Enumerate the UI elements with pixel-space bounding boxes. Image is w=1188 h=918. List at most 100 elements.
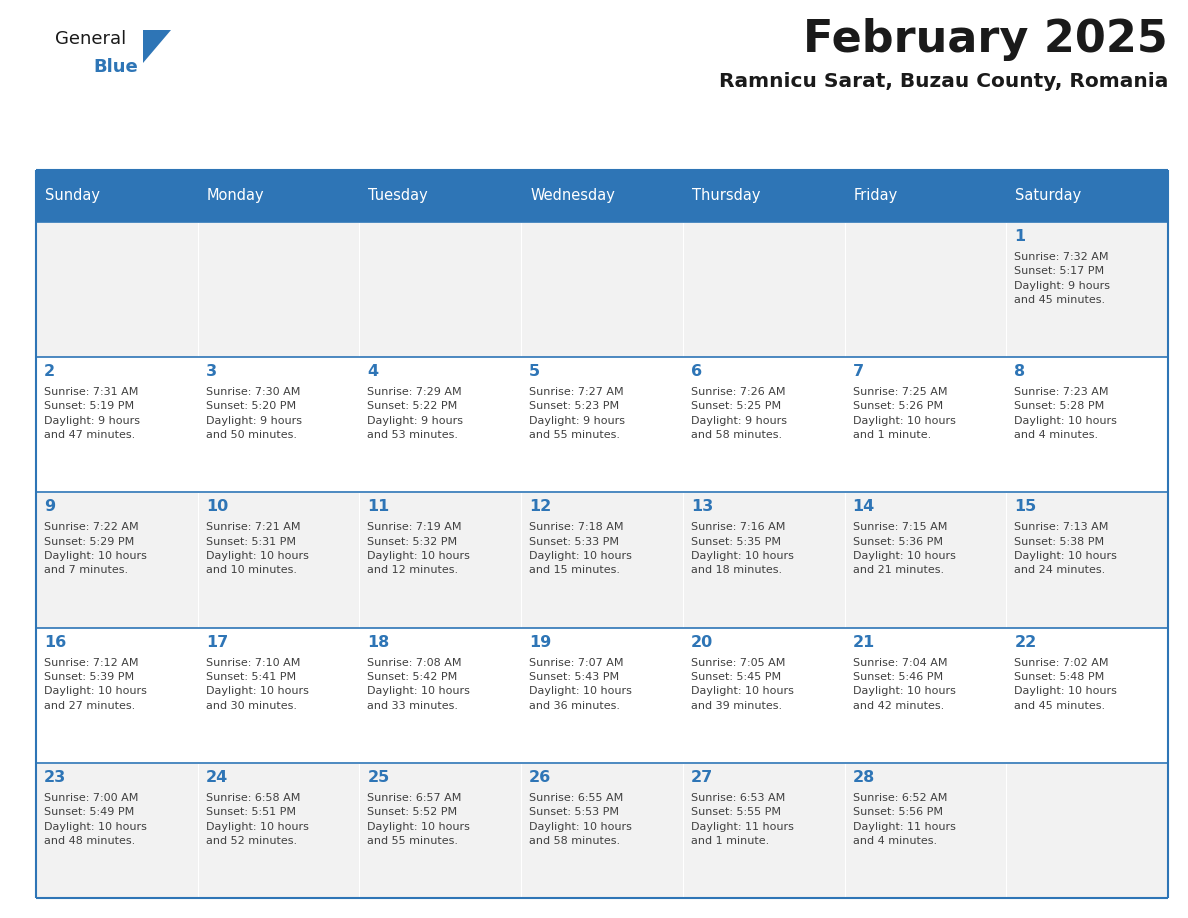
Text: 2: 2: [44, 364, 55, 379]
Text: February 2025: February 2025: [803, 18, 1168, 61]
Bar: [36, 492, 197, 628]
Text: Sunrise: 7:23 AM
Sunset: 5:28 PM
Daylight: 10 hours
and 4 minutes.: Sunrise: 7:23 AM Sunset: 5:28 PM Dayligh…: [1015, 387, 1117, 441]
Bar: [197, 628, 360, 763]
Bar: [197, 763, 360, 898]
Text: 11: 11: [367, 499, 390, 514]
Bar: [522, 357, 683, 492]
Bar: [845, 628, 1006, 763]
Bar: [522, 628, 683, 763]
Text: Sunrise: 7:08 AM
Sunset: 5:42 PM
Daylight: 10 hours
and 33 minutes.: Sunrise: 7:08 AM Sunset: 5:42 PM Dayligh…: [367, 657, 470, 711]
Bar: [360, 170, 522, 222]
Text: Sunrise: 6:58 AM
Sunset: 5:51 PM
Daylight: 10 hours
and 52 minutes.: Sunrise: 6:58 AM Sunset: 5:51 PM Dayligh…: [206, 793, 309, 846]
Bar: [845, 357, 1006, 492]
Text: Sunrise: 7:31 AM
Sunset: 5:19 PM
Daylight: 9 hours
and 47 minutes.: Sunrise: 7:31 AM Sunset: 5:19 PM Dayligh…: [44, 387, 140, 441]
Bar: [845, 492, 1006, 628]
Text: Sunrise: 6:55 AM
Sunset: 5:53 PM
Daylight: 10 hours
and 58 minutes.: Sunrise: 6:55 AM Sunset: 5:53 PM Dayligh…: [529, 793, 632, 846]
Bar: [683, 170, 845, 222]
Bar: [1006, 763, 1168, 898]
Text: Sunrise: 7:10 AM
Sunset: 5:41 PM
Daylight: 10 hours
and 30 minutes.: Sunrise: 7:10 AM Sunset: 5:41 PM Dayligh…: [206, 657, 309, 711]
Text: 14: 14: [853, 499, 874, 514]
Text: 23: 23: [44, 770, 67, 785]
Bar: [197, 357, 360, 492]
Text: 9: 9: [44, 499, 55, 514]
Bar: [845, 222, 1006, 357]
Bar: [36, 222, 197, 357]
Text: Sunrise: 7:29 AM
Sunset: 5:22 PM
Daylight: 9 hours
and 53 minutes.: Sunrise: 7:29 AM Sunset: 5:22 PM Dayligh…: [367, 387, 463, 441]
Text: 25: 25: [367, 770, 390, 785]
Bar: [1006, 170, 1168, 222]
Bar: [36, 763, 197, 898]
Bar: [683, 492, 845, 628]
Bar: [1006, 628, 1168, 763]
Bar: [522, 492, 683, 628]
Text: 3: 3: [206, 364, 217, 379]
Text: 20: 20: [691, 634, 713, 650]
Polygon shape: [143, 30, 171, 63]
Text: 19: 19: [529, 634, 551, 650]
Bar: [1006, 357, 1168, 492]
Bar: [683, 222, 845, 357]
Text: Saturday: Saturday: [1016, 188, 1081, 203]
Bar: [36, 628, 197, 763]
Text: 13: 13: [691, 499, 713, 514]
Bar: [197, 170, 360, 222]
Text: 28: 28: [853, 770, 874, 785]
Text: 4: 4: [367, 364, 379, 379]
Text: 17: 17: [206, 634, 228, 650]
Bar: [522, 222, 683, 357]
Bar: [197, 492, 360, 628]
Text: Sunday: Sunday: [45, 188, 100, 203]
Bar: [1006, 222, 1168, 357]
Text: Sunrise: 7:22 AM
Sunset: 5:29 PM
Daylight: 10 hours
and 7 minutes.: Sunrise: 7:22 AM Sunset: 5:29 PM Dayligh…: [44, 522, 147, 576]
Bar: [36, 170, 197, 222]
Text: 10: 10: [206, 499, 228, 514]
Text: 8: 8: [1015, 364, 1025, 379]
Text: Sunrise: 6:52 AM
Sunset: 5:56 PM
Daylight: 11 hours
and 4 minutes.: Sunrise: 6:52 AM Sunset: 5:56 PM Dayligh…: [853, 793, 955, 846]
Text: Monday: Monday: [207, 188, 265, 203]
Text: Sunrise: 7:00 AM
Sunset: 5:49 PM
Daylight: 10 hours
and 48 minutes.: Sunrise: 7:00 AM Sunset: 5:49 PM Dayligh…: [44, 793, 147, 846]
Text: Sunrise: 7:30 AM
Sunset: 5:20 PM
Daylight: 9 hours
and 50 minutes.: Sunrise: 7:30 AM Sunset: 5:20 PM Dayligh…: [206, 387, 302, 441]
Bar: [845, 763, 1006, 898]
Text: Sunrise: 7:25 AM
Sunset: 5:26 PM
Daylight: 10 hours
and 1 minute.: Sunrise: 7:25 AM Sunset: 5:26 PM Dayligh…: [853, 387, 955, 441]
Text: 12: 12: [529, 499, 551, 514]
Bar: [522, 763, 683, 898]
Text: Sunrise: 7:21 AM
Sunset: 5:31 PM
Daylight: 10 hours
and 10 minutes.: Sunrise: 7:21 AM Sunset: 5:31 PM Dayligh…: [206, 522, 309, 576]
Text: Sunrise: 7:13 AM
Sunset: 5:38 PM
Daylight: 10 hours
and 24 minutes.: Sunrise: 7:13 AM Sunset: 5:38 PM Dayligh…: [1015, 522, 1117, 576]
Text: Sunrise: 7:16 AM
Sunset: 5:35 PM
Daylight: 10 hours
and 18 minutes.: Sunrise: 7:16 AM Sunset: 5:35 PM Dayligh…: [691, 522, 794, 576]
Text: Blue: Blue: [93, 58, 138, 76]
Text: Sunrise: 6:53 AM
Sunset: 5:55 PM
Daylight: 11 hours
and 1 minute.: Sunrise: 6:53 AM Sunset: 5:55 PM Dayligh…: [691, 793, 794, 846]
Text: 27: 27: [691, 770, 713, 785]
Bar: [360, 357, 522, 492]
Text: Sunrise: 7:26 AM
Sunset: 5:25 PM
Daylight: 9 hours
and 58 minutes.: Sunrise: 7:26 AM Sunset: 5:25 PM Dayligh…: [691, 387, 786, 441]
Bar: [360, 222, 522, 357]
Text: Sunrise: 7:02 AM
Sunset: 5:48 PM
Daylight: 10 hours
and 45 minutes.: Sunrise: 7:02 AM Sunset: 5:48 PM Dayligh…: [1015, 657, 1117, 711]
Text: Tuesday: Tuesday: [368, 188, 428, 203]
Text: 26: 26: [529, 770, 551, 785]
Text: Sunrise: 7:04 AM
Sunset: 5:46 PM
Daylight: 10 hours
and 42 minutes.: Sunrise: 7:04 AM Sunset: 5:46 PM Dayligh…: [853, 657, 955, 711]
Text: Sunrise: 7:18 AM
Sunset: 5:33 PM
Daylight: 10 hours
and 15 minutes.: Sunrise: 7:18 AM Sunset: 5:33 PM Dayligh…: [529, 522, 632, 576]
Text: 24: 24: [206, 770, 228, 785]
Text: 18: 18: [367, 634, 390, 650]
Bar: [683, 763, 845, 898]
Bar: [360, 763, 522, 898]
Bar: [683, 628, 845, 763]
Text: Sunrise: 7:32 AM
Sunset: 5:17 PM
Daylight: 9 hours
and 45 minutes.: Sunrise: 7:32 AM Sunset: 5:17 PM Dayligh…: [1015, 252, 1111, 305]
Text: Ramnicu Sarat, Buzau County, Romania: Ramnicu Sarat, Buzau County, Romania: [719, 72, 1168, 91]
Text: Sunrise: 7:07 AM
Sunset: 5:43 PM
Daylight: 10 hours
and 36 minutes.: Sunrise: 7:07 AM Sunset: 5:43 PM Dayligh…: [529, 657, 632, 711]
Text: 16: 16: [44, 634, 67, 650]
Text: Friday: Friday: [853, 188, 898, 203]
Bar: [360, 492, 522, 628]
Text: Sunrise: 6:57 AM
Sunset: 5:52 PM
Daylight: 10 hours
and 55 minutes.: Sunrise: 6:57 AM Sunset: 5:52 PM Dayligh…: [367, 793, 470, 846]
Text: 7: 7: [853, 364, 864, 379]
Text: Sunrise: 7:27 AM
Sunset: 5:23 PM
Daylight: 9 hours
and 55 minutes.: Sunrise: 7:27 AM Sunset: 5:23 PM Dayligh…: [529, 387, 625, 441]
Text: 6: 6: [691, 364, 702, 379]
Text: 5: 5: [529, 364, 541, 379]
Text: 21: 21: [853, 634, 874, 650]
Text: Wednesday: Wednesday: [530, 188, 615, 203]
Text: 15: 15: [1015, 499, 1037, 514]
Text: Thursday: Thursday: [691, 188, 760, 203]
Text: General: General: [55, 30, 126, 48]
Bar: [197, 222, 360, 357]
Bar: [683, 357, 845, 492]
Bar: [36, 357, 197, 492]
